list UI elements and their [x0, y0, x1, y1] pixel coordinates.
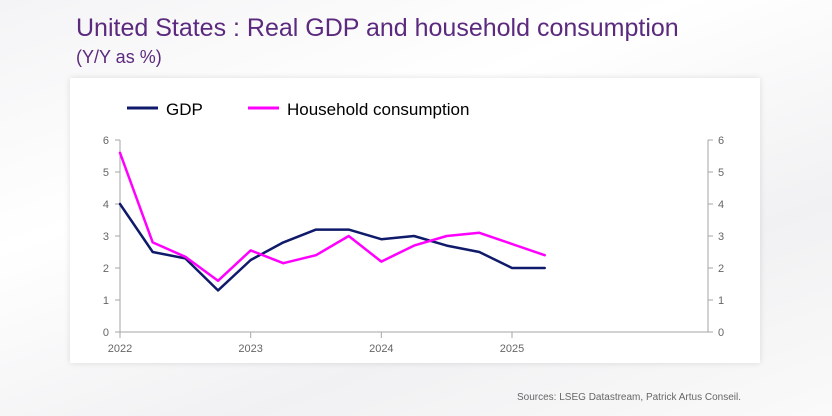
axes: 0 1 2 3 4 5 6 0 1 2 3 4 5 6 2022 2023 2024 2025 [103, 135, 724, 355]
y-tick-label-left: 0 [103, 327, 109, 339]
y-tick-label-right: 3 [718, 231, 724, 243]
series-lines [118, 151, 546, 292]
x-tick-label: 2022 [108, 343, 132, 355]
chart-subtitle: (Y/Y as %) [76, 47, 162, 67]
legend-label-gdp: GDP [166, 100, 203, 119]
x-tick-label: 2024 [369, 343, 393, 355]
y-tick-label-right: 0 [718, 327, 724, 339]
y-tick-label-right: 4 [718, 199, 724, 211]
y-tick-label-right: 6 [718, 135, 724, 147]
y-tick-label-left: 1 [103, 295, 109, 307]
series-line-gdp [118, 202, 546, 292]
x-tick-label: 2025 [500, 343, 524, 355]
y-tick-label-left: 2 [103, 263, 109, 275]
series-line-household-consumption [118, 151, 546, 283]
x-tick-label: 2023 [238, 343, 262, 355]
y-tick-label-left: 4 [103, 199, 109, 211]
y-tick-label-left: 6 [103, 135, 109, 147]
chart-panel: GDP Household consumption 0 1 2 3 4 5 6 0 1 2 3 4 5 6… [70, 78, 760, 363]
y-tick-label-left: 5 [103, 167, 109, 179]
line-chart: GDP Household consumption 0 1 2 3 4 5 6 0 1 2 3 4 5 6… [103, 100, 724, 355]
y-tick-label-right: 5 [718, 167, 724, 179]
chart-title: United States : Real GDP and household c… [76, 14, 679, 42]
legend-label-household-consumption: Household consumption [287, 100, 469, 119]
source-note: Sources: LSEG Datastream, Patrick Artus … [517, 392, 741, 403]
y-tick-label-right: 1 [718, 295, 724, 307]
y-tick-label-left: 3 [103, 231, 109, 243]
y-tick-label-right: 2 [718, 263, 724, 275]
legend: GDP Household consumption [127, 100, 469, 119]
